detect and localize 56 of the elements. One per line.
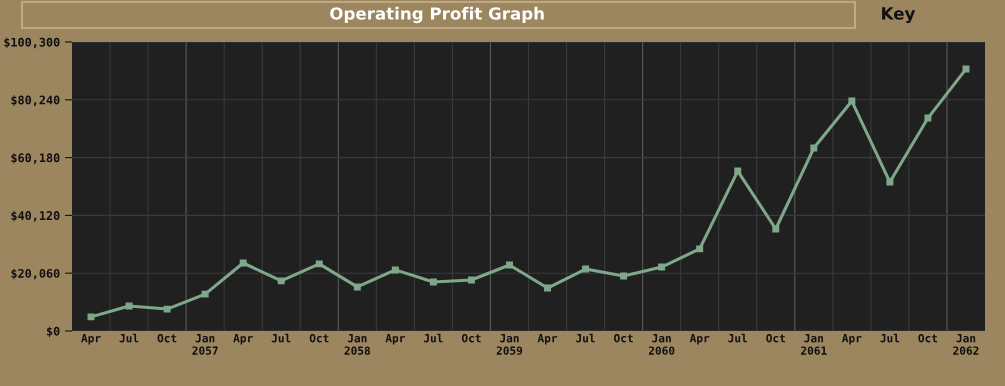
x-tick-label: Oct xyxy=(766,333,785,343)
point xyxy=(734,167,742,175)
point xyxy=(544,284,551,292)
x-tick-label: Jan 2062 xyxy=(953,334,979,355)
x-tick-label: Jan 2060 xyxy=(648,334,675,355)
x-tick-label: Apr xyxy=(537,334,558,345)
x-tick-label: Jan 2059 xyxy=(496,334,523,355)
x-tick-label: Jul xyxy=(576,333,595,343)
x-tick-label: Oct xyxy=(309,333,329,343)
point xyxy=(315,260,323,268)
x-tick-label: Oct xyxy=(614,333,633,343)
point xyxy=(658,263,666,271)
x-tick-label: Jul xyxy=(119,333,139,343)
y-tick-label: $80,240 xyxy=(11,95,60,107)
point xyxy=(353,283,361,291)
point xyxy=(924,114,932,122)
x-tick-label: Oct xyxy=(157,333,177,343)
y-tick-label: $0 xyxy=(46,326,60,338)
point xyxy=(848,97,856,105)
point xyxy=(125,302,133,310)
x-tick-label: Jul xyxy=(423,333,443,343)
point xyxy=(810,144,818,152)
point xyxy=(239,259,247,267)
point xyxy=(467,276,475,284)
point xyxy=(962,65,970,73)
x-tick-label: Jul xyxy=(271,333,291,343)
point xyxy=(582,265,590,273)
point xyxy=(391,266,399,274)
x-tick-label: Apr xyxy=(842,334,862,345)
x-tick-label: Jul xyxy=(880,333,900,343)
point xyxy=(201,290,209,298)
x-tick-label: Jan 2057 xyxy=(192,334,218,355)
point xyxy=(886,178,894,186)
y-tick-label: $40,120 xyxy=(11,210,60,222)
point xyxy=(163,305,171,313)
y-tick-label: $20,060 xyxy=(11,268,60,280)
x-tick-label: Apr xyxy=(385,334,405,345)
point xyxy=(772,225,780,233)
point xyxy=(620,272,628,280)
x-tick-label: Oct xyxy=(918,333,938,343)
point xyxy=(506,261,513,269)
x-tick-label: Jul xyxy=(728,333,748,343)
chart-title: Operating Profit Graph xyxy=(330,6,544,24)
point xyxy=(696,245,704,253)
y-tick-label: $100,300 xyxy=(4,37,60,49)
x-tick-label: Oct xyxy=(461,333,481,343)
y-tick-label: $60,180 xyxy=(11,153,60,164)
x-tick-label: Apr xyxy=(233,334,253,345)
text: Key xyxy=(882,7,916,24)
point xyxy=(277,277,285,285)
point xyxy=(429,278,437,286)
x-tick-label: Apr xyxy=(81,334,101,345)
point xyxy=(87,313,95,321)
x-tick-label: Jan 2061 xyxy=(801,334,827,355)
x-tick-label: Apr xyxy=(689,334,710,345)
x-tick-label: Jan 2058 xyxy=(344,334,370,355)
